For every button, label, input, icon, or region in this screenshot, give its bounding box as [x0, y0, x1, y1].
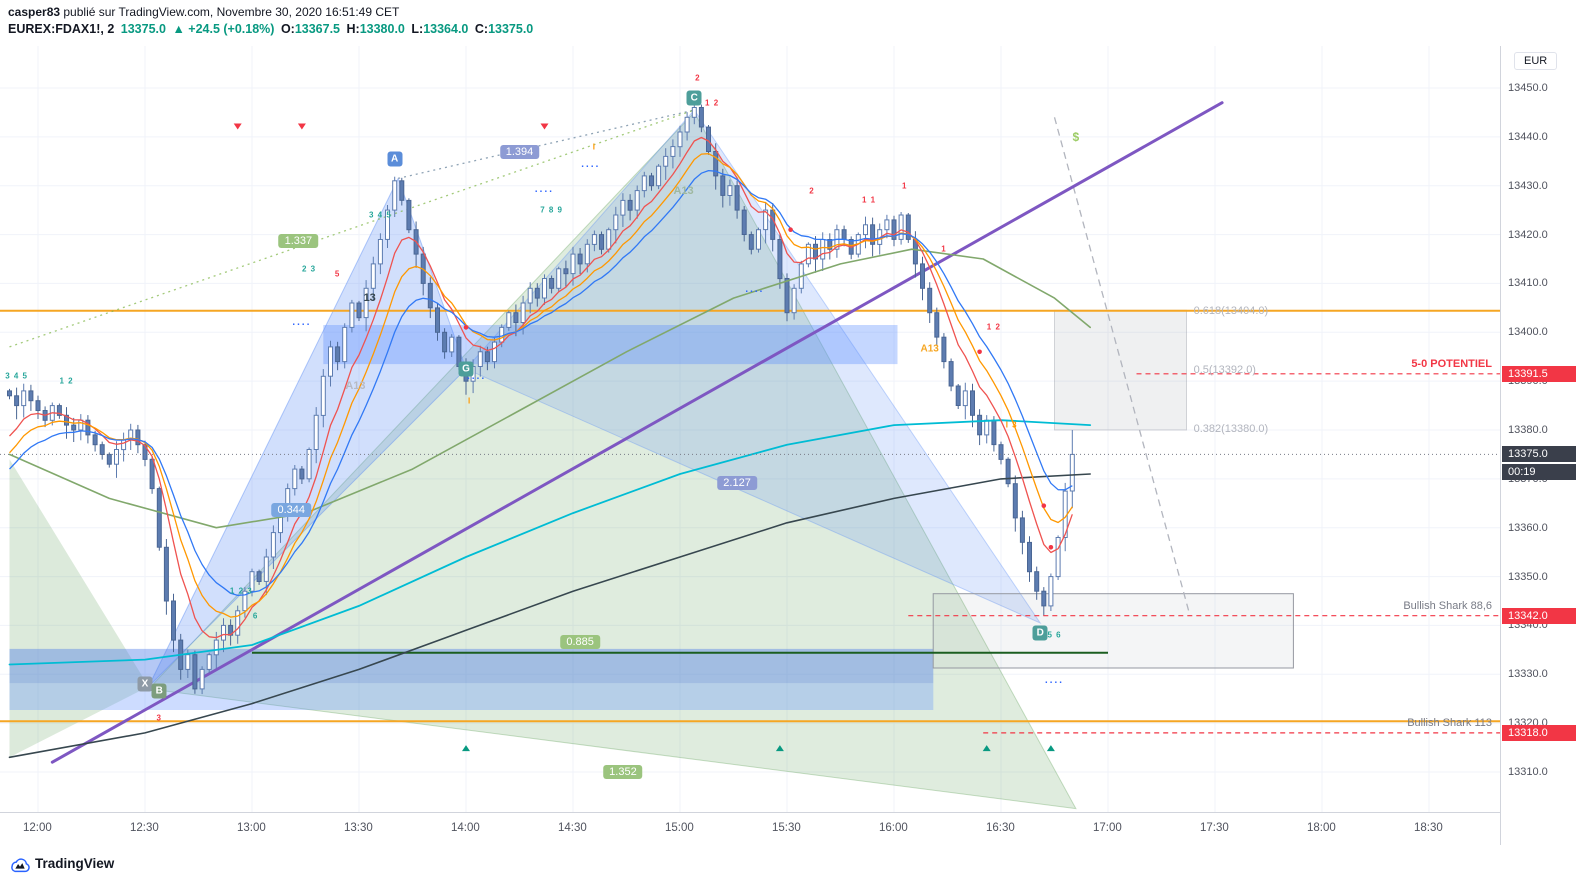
close-value: 13375.0: [488, 22, 534, 36]
low-label: L:: [411, 22, 424, 36]
chart-footer: TradingView: [0, 845, 1576, 882]
alert-price-tag: 13391.5: [1502, 365, 1576, 382]
price-tick-label: 13360.0: [1508, 521, 1548, 534]
time-tick-label: 15:00: [665, 822, 694, 834]
low-value: 13364.0: [423, 22, 469, 36]
time-tick-label: 18:00: [1307, 822, 1336, 834]
publish-line: casper83 publié sur TradingView.com, Nov…: [8, 5, 1576, 19]
price-tick-label: 13420.0: [1508, 228, 1548, 241]
chart-header: casper83 publié sur TradingView.com, Nov…: [0, 0, 1576, 46]
alert-price-tag: 13342.0: [1502, 607, 1576, 624]
symbol-line: EUREX:FDAX1!, 2 13375.0 ▲ +24.5 (+0.18%)…: [8, 22, 1576, 36]
time-tick-label: 15:30: [772, 822, 801, 834]
bar-countdown-tag: 00:19: [1502, 464, 1576, 481]
time-axis[interactable]: 12:00 12:30 13:00 13:30 14:00 14:30 15:00 15:30…: [0, 812, 1500, 846]
high-value: 13380.0: [359, 22, 405, 36]
price-tick-label: 13430.0: [1508, 179, 1548, 192]
high-label: H:: [346, 22, 360, 36]
price-tick-label: 13450.0: [1508, 82, 1548, 94]
price-tick-label: 13410.0: [1508, 277, 1548, 290]
publish-info: publié sur TradingView.com, Novembre 30,…: [60, 5, 400, 19]
currency-button[interactable]: EUR: [1514, 52, 1558, 70]
price-tick-label: 13380.0: [1508, 424, 1548, 436]
tradingview-logo-icon[interactable]: [8, 853, 30, 875]
time-tick-label: 12:00: [23, 822, 52, 834]
time-tick-label: 12:30: [130, 822, 159, 834]
price-change: ▲ +24.5 (+0.18%): [172, 22, 275, 36]
price-tick-label: 13350.0: [1508, 570, 1548, 583]
price-tick-label: 13310.0: [1508, 766, 1548, 778]
author-name: casper83: [8, 5, 61, 19]
last-price: 13375.0: [120, 22, 166, 36]
price-tick-label: 13440.0: [1508, 130, 1548, 143]
time-tick-label: 14:30: [558, 822, 587, 834]
price-tick-label: 13400.0: [1508, 326, 1548, 339]
tradingview-brand[interactable]: TradingView: [35, 856, 115, 871]
time-tick-label: 16:30: [986, 822, 1015, 834]
open-label: O:: [280, 22, 295, 36]
price-axis[interactable]: EUR 13450.0 13440.0 13430.0 13420.0 13410.0 1…: [1500, 46, 1576, 845]
last-price-tag: 13375.0: [1502, 446, 1576, 463]
symbol-interval: EUREX:FDAX1!, 2: [8, 22, 115, 36]
price-tick-label: 13330.0: [1508, 668, 1548, 681]
open-value: 13367.5: [294, 22, 341, 36]
time-tick-label: 14:00: [451, 822, 480, 834]
time-tick-label: 17:00: [1093, 822, 1122, 834]
time-tick-label: 13:00: [237, 822, 266, 834]
time-tick-label: 17:30: [1200, 822, 1229, 834]
close-label: C:: [474, 22, 489, 36]
time-tick-label: 16:00: [879, 822, 908, 834]
alert-price-tag: 13318.0: [1502, 724, 1576, 741]
time-tick-label: 18:30: [1414, 822, 1443, 834]
time-tick-label: 13:30: [344, 822, 373, 834]
